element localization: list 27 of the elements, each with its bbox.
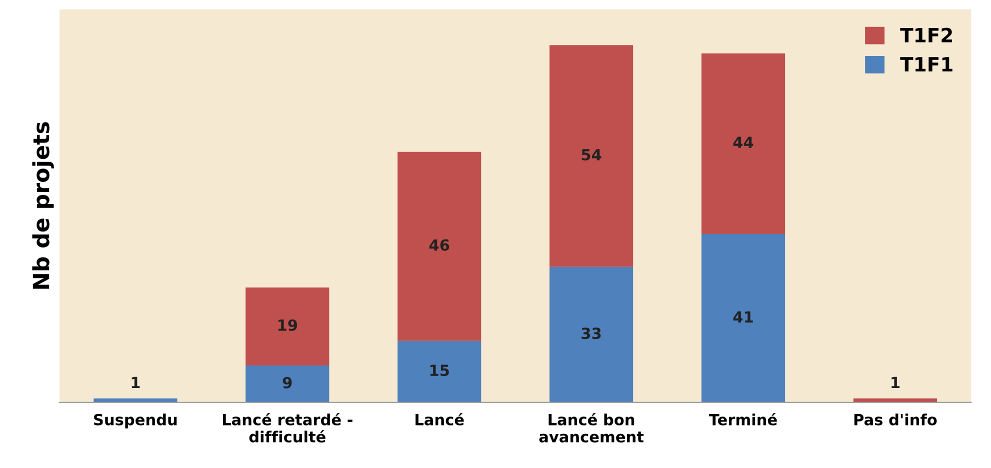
data-label: 41 [733,311,753,322]
data-label: 15 [430,364,449,376]
x-tick-label: Lancé retardé - difficulté [222,412,352,443]
legend-label: T1F1 [900,57,952,72]
bar [246,366,330,402]
legend-label: T1F2 [900,28,952,42]
data-label: 54 [582,149,602,160]
x-tick-label: Terminé [708,412,777,426]
bar [246,287,330,366]
data-label: 33 [582,328,601,340]
bar [701,234,786,402]
x-tick-label: Lancé bon avancement [539,412,644,443]
bar [398,340,482,402]
data-label: 9 [282,376,292,388]
bar [398,152,482,341]
bar [701,53,786,234]
data-label: 1 [892,376,900,388]
bar [550,266,634,402]
bar [550,45,634,267]
y-axis-title: Nb de projets [32,122,54,289]
data-label: 46 [429,239,450,251]
x-tick-label: Suspendu [94,414,177,428]
data-label: 44 [733,136,754,148]
data-label: 1 [132,376,140,388]
x-tick-label: Lancé [416,412,464,426]
x-tick-label: Pas d'info [854,414,937,426]
data-label: 19 [278,319,298,331]
